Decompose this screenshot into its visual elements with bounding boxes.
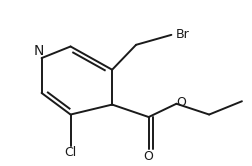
Text: Br: Br: [176, 28, 190, 41]
Text: O: O: [176, 96, 186, 109]
Text: Cl: Cl: [65, 146, 77, 159]
Text: N: N: [33, 44, 44, 58]
Text: O: O: [144, 150, 154, 163]
